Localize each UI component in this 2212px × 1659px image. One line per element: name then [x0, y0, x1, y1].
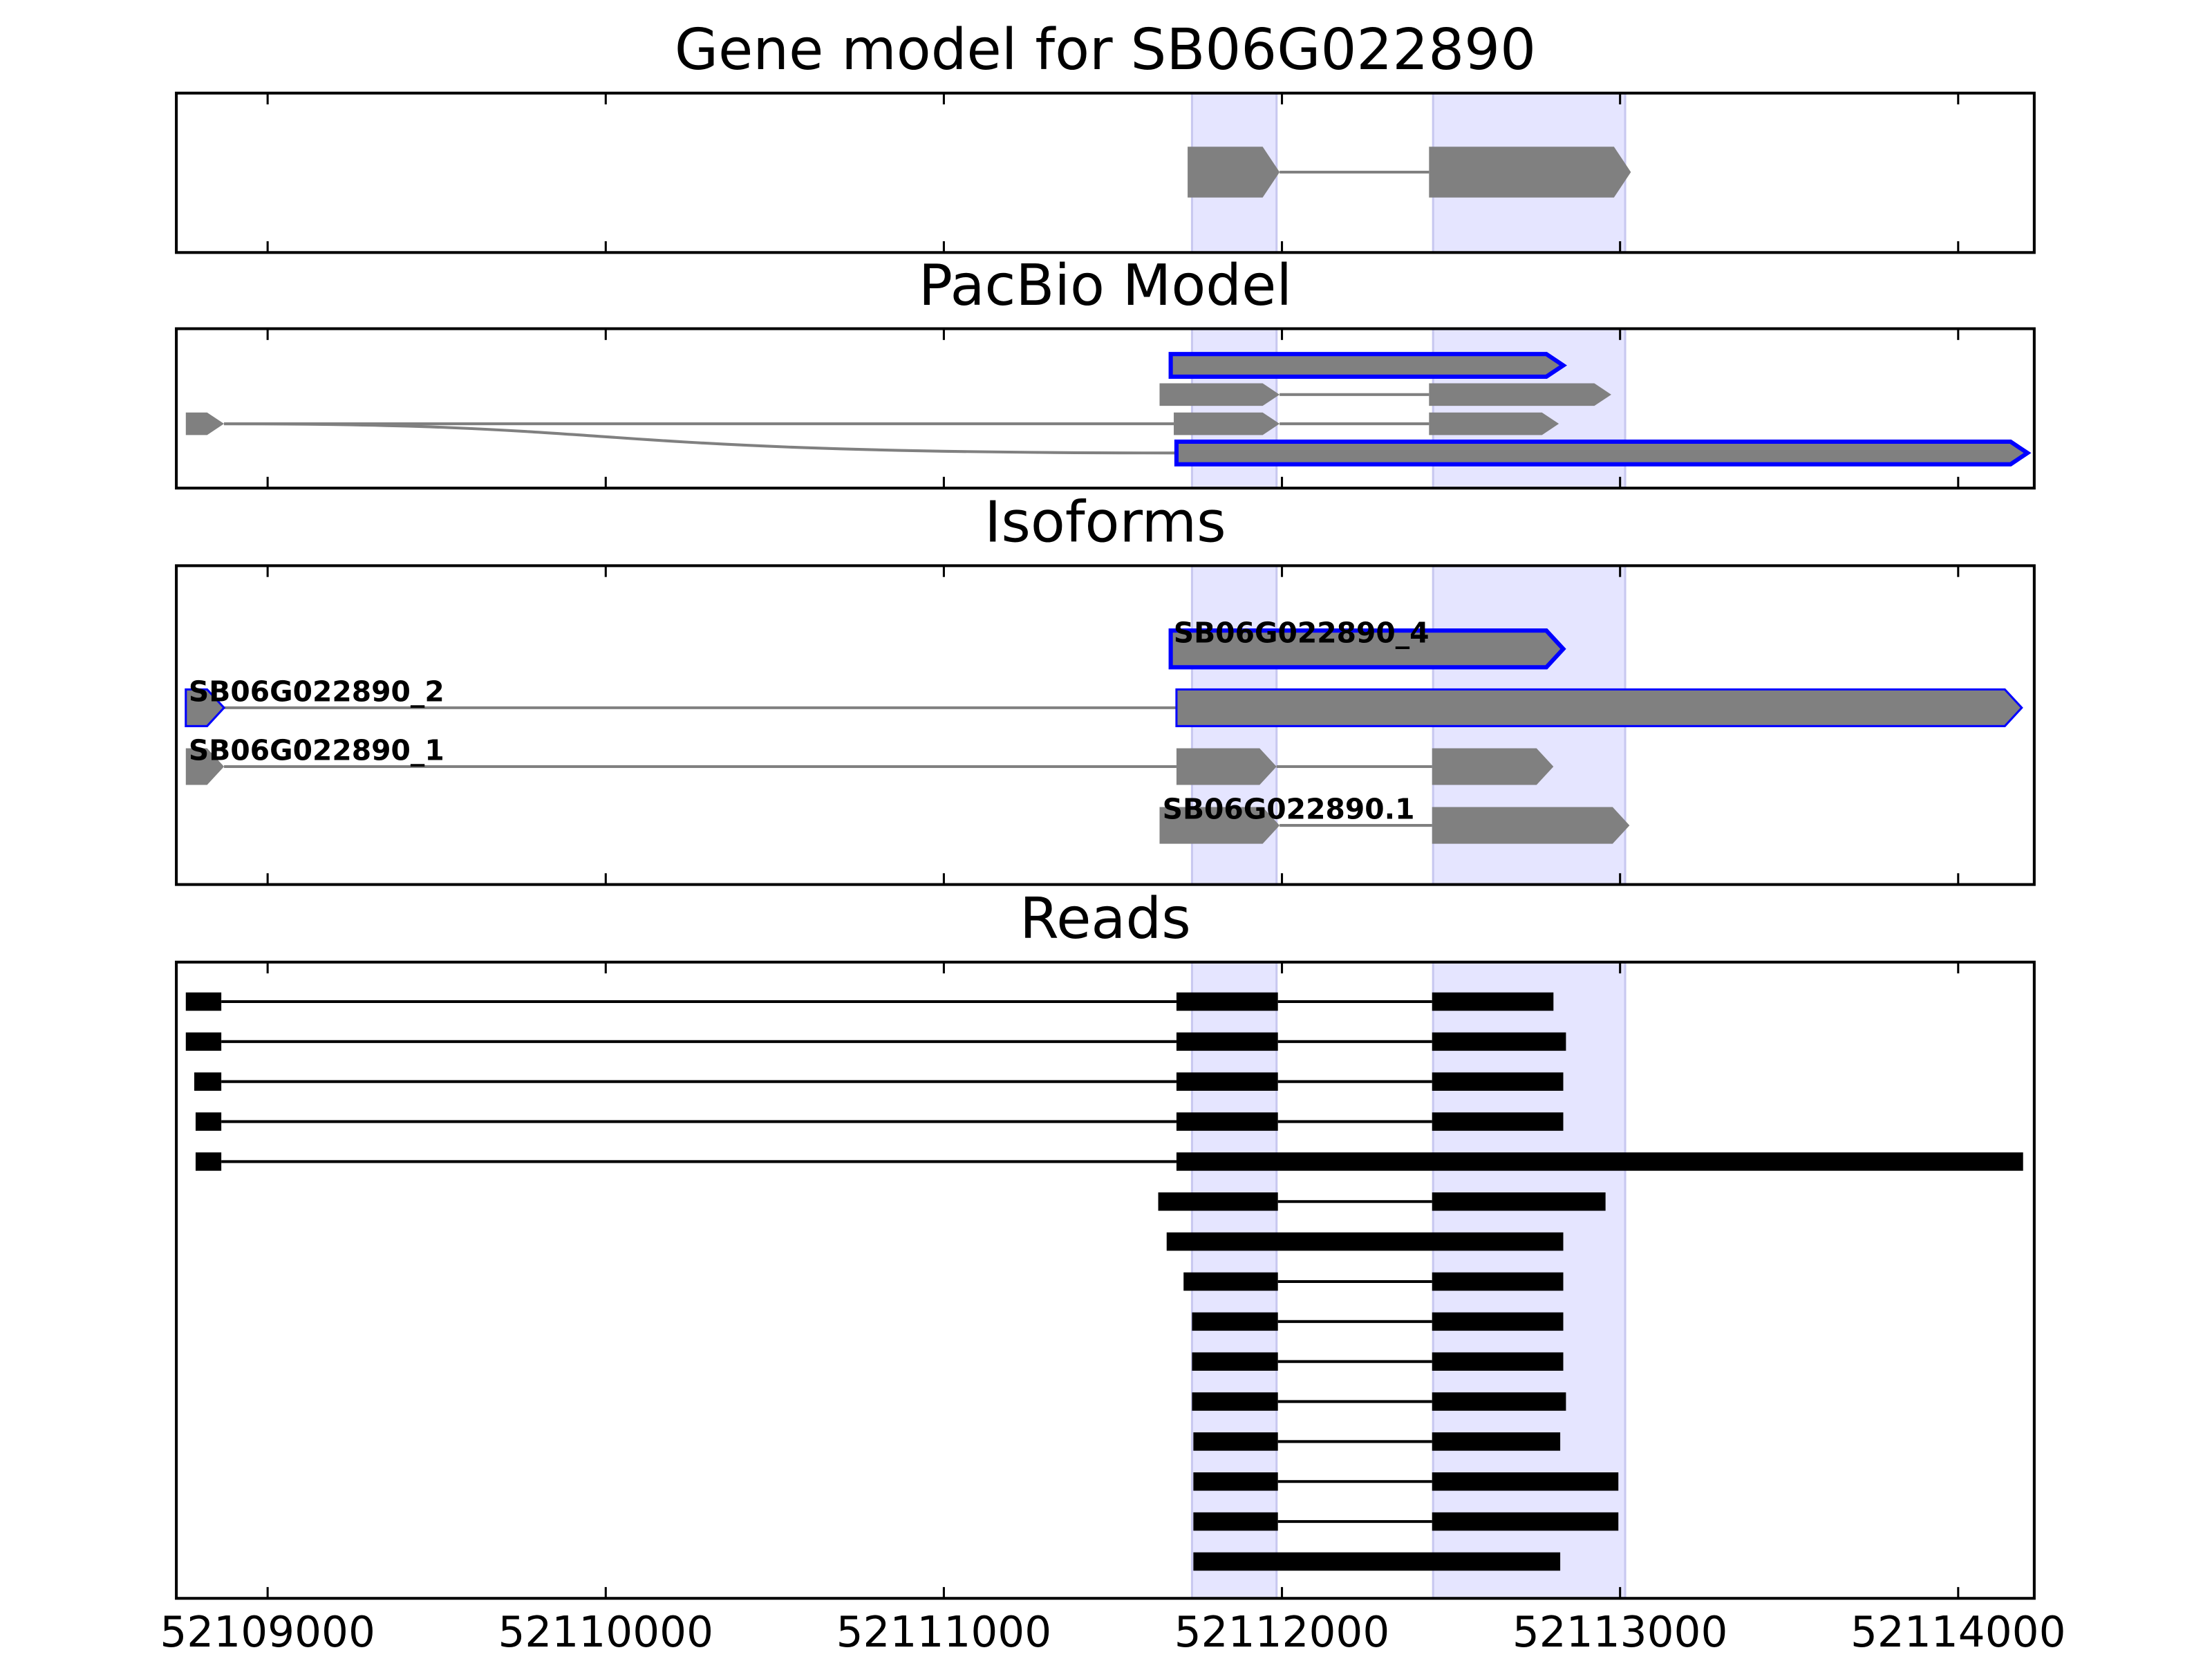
read-block: [1183, 1272, 1278, 1291]
isoform-label: SB06G022890_4: [1174, 616, 1430, 649]
exon: [1174, 412, 1280, 435]
read-block: [195, 1152, 222, 1171]
exon: [1174, 439, 2032, 467]
read-block: [1176, 1072, 1278, 1091]
read-block: [1432, 1432, 1561, 1451]
exon: [1159, 383, 1280, 406]
exon: [185, 748, 225, 785]
read-block: [185, 1032, 222, 1051]
read-block: [195, 1112, 222, 1131]
read-block: [1176, 992, 1278, 1011]
exon: [1429, 383, 1611, 406]
panel-title: Isoforms: [984, 490, 1226, 556]
isoform-label: SB06G022890.1: [1163, 793, 1415, 826]
exon: [1432, 807, 1630, 844]
read-block: [1432, 992, 1554, 1011]
read-block: [1193, 1472, 1278, 1491]
panel-frame: [175, 564, 2036, 886]
read-block: [194, 1072, 222, 1091]
panel-title: Reads: [1020, 886, 1191, 952]
read-block: [1432, 1472, 1619, 1491]
read-block: [1193, 1552, 1561, 1571]
exon: [1432, 748, 1554, 785]
panel-frame: [175, 327, 2036, 490]
x-tick-label: 52109000: [160, 1608, 375, 1657]
x-tick-label: 52111000: [836, 1608, 1052, 1657]
read-block: [1193, 1512, 1278, 1531]
exon: [1188, 147, 1280, 198]
exon: [1175, 688, 2023, 727]
isoform-label: SB06G022890_1: [189, 734, 444, 767]
read-block: [1432, 1392, 1566, 1411]
read-block: [1432, 1512, 1619, 1531]
exon: [1429, 147, 1631, 198]
read-block: [1432, 1272, 1564, 1291]
panel-title: Gene model for SB06G022890: [675, 17, 1536, 83]
read-block: [1193, 1432, 1278, 1451]
exon: [1159, 807, 1280, 844]
exon: [185, 412, 225, 435]
panel-title: PacBio Model: [919, 253, 1292, 319]
exon: [185, 688, 226, 727]
intron-curve: [224, 422, 1177, 455]
read-block: [1166, 1232, 1564, 1251]
isoform-label: SB06G022890_2: [189, 675, 444, 708]
read-block: [1432, 1032, 1566, 1051]
read-block: [1192, 1312, 1278, 1331]
exon: [1176, 748, 1277, 785]
x-tick-label: 52114000: [1850, 1608, 2066, 1657]
x-tick-label: 52110000: [498, 1608, 713, 1657]
read-block: [1176, 1032, 1278, 1051]
read-block: [1176, 1112, 1278, 1131]
read-block: [1432, 1072, 1564, 1091]
read-block: [1432, 1352, 1564, 1371]
read-block: [1192, 1392, 1278, 1411]
read-block: [185, 992, 222, 1011]
panel-frame: [175, 91, 2036, 254]
read-block: [1432, 1112, 1564, 1131]
read-block: [1192, 1352, 1278, 1371]
read-block: [1158, 1192, 1278, 1211]
panel-frame: [175, 960, 2036, 1600]
x-tick-label: 52113000: [1512, 1608, 1728, 1657]
exon: [1168, 628, 1566, 670]
exon: [1429, 412, 1559, 435]
read-block: [1432, 1192, 1606, 1211]
read-block: [1176, 1152, 2023, 1171]
x-tick-label: 52112000: [1174, 1608, 1390, 1657]
read-block: [1432, 1312, 1564, 1331]
exon: [1168, 352, 1568, 379]
